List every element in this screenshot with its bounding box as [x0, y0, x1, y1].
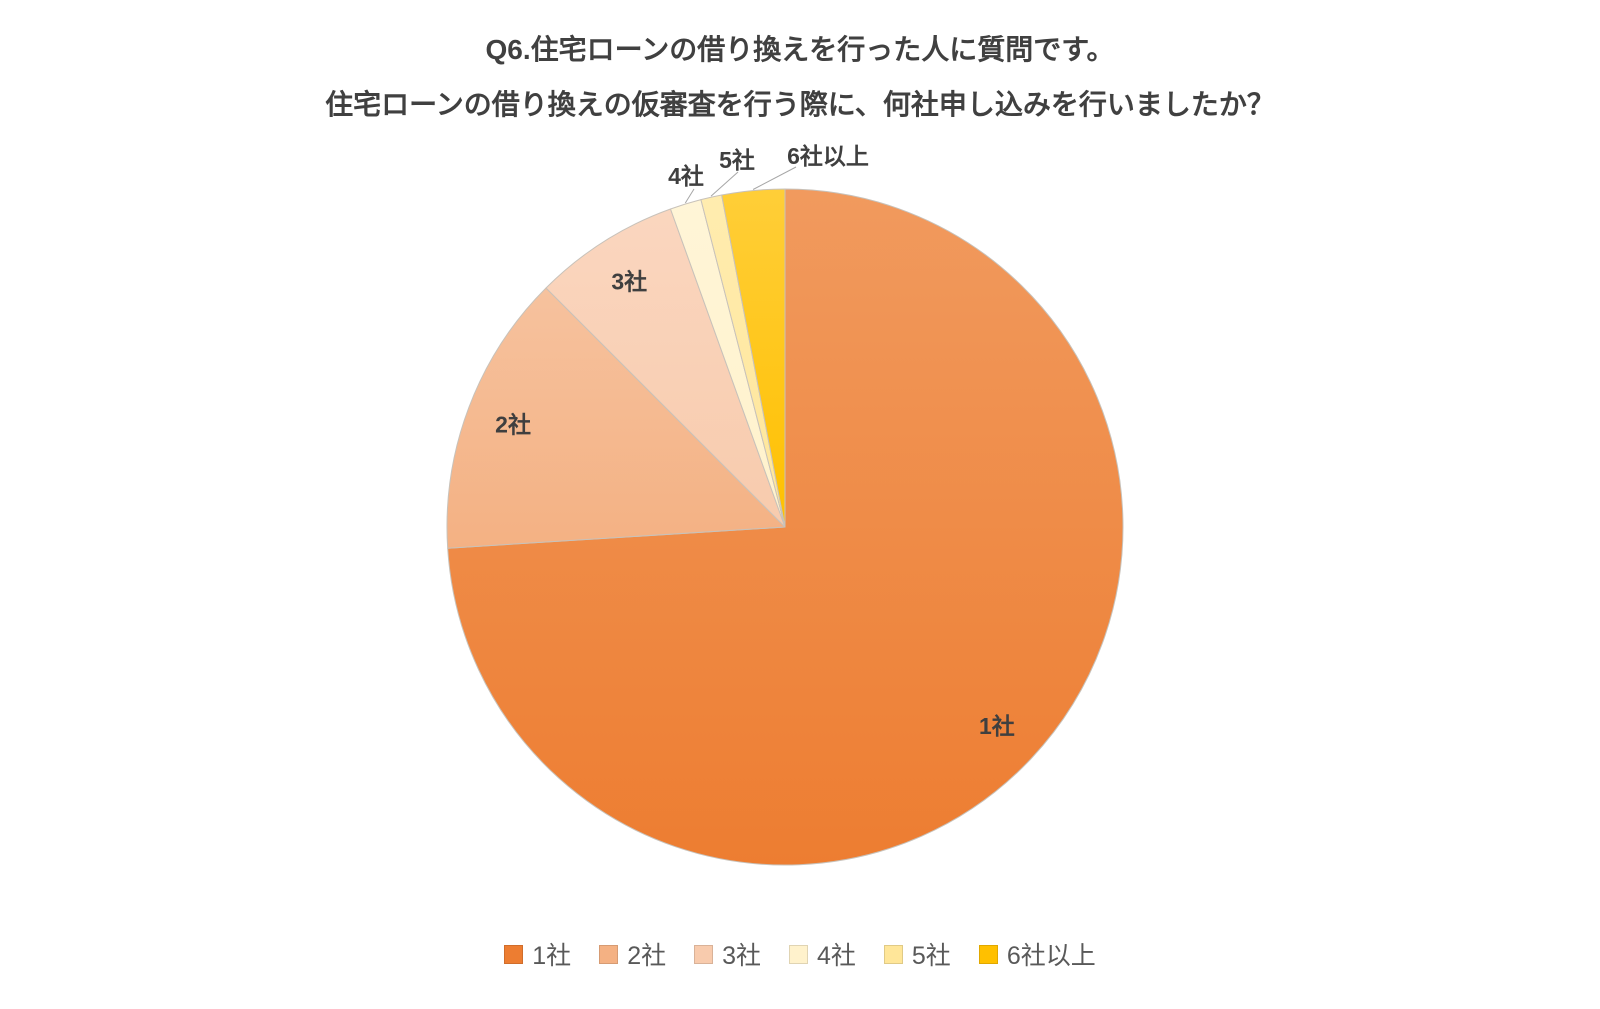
legend-label: 3社: [722, 942, 761, 970]
legend-label: 4社: [817, 942, 856, 970]
pie-slice-6社以上: [721, 188, 786, 528]
leader-line-4社: [684, 188, 695, 204]
legend-item-6社以上: 6社以上: [978, 936, 1096, 972]
legend-label: 2社: [627, 942, 667, 970]
legend-swatch-1社: [504, 944, 524, 964]
chart-legend: 1社 2社 3社 4社 5社 6社以上: [0, 936, 1600, 972]
legend-swatch-5社: [883, 944, 903, 964]
slice-label-3社: 3社: [611, 269, 647, 295]
legend-swatch-6社以上: [978, 944, 998, 964]
legend-swatch-3社: [694, 944, 714, 964]
legend-label: 1社: [532, 942, 572, 970]
legend-swatch-2社: [599, 944, 619, 964]
leader-line-6社以上: [752, 166, 797, 190]
slice-label-1社: 1社: [979, 713, 1015, 739]
legend-item-1社: 1社: [504, 936, 571, 972]
legend-label: 6社以上: [1006, 942, 1096, 970]
legend-item-2社: 2社: [599, 936, 666, 972]
legend-item-4社: 4社: [789, 936, 856, 972]
slice-label-6社以上: 6社以上: [787, 143, 869, 169]
slice-label-4社: 4社: [668, 163, 704, 189]
legend-label: 5社: [911, 942, 951, 970]
slice-label-5社: 5社: [719, 147, 755, 173]
chart-title-line2: 住宅ローンの借り換えの仮審査を行う際に、何社申し込みを行いましたか？: [325, 89, 1275, 120]
slice-label-2社: 2社: [495, 411, 531, 437]
leader-line-5社: [710, 171, 739, 197]
pie-slice-3社: [545, 208, 786, 528]
legend-swatch-4社: [789, 944, 808, 964]
pie-slice-2社: [446, 287, 786, 549]
legend-item-5社: 5社: [883, 936, 951, 972]
chart-title: Q6.住宅ローンの借り換えを行った人に質問です。 住宅ローンの借り換えの仮審査を…: [0, 22, 1600, 132]
legend-item-3社: 3社: [694, 936, 761, 972]
chart-title-line1: Q6.住宅ローンの借り換えを行った人に質問です。: [485, 34, 1115, 65]
